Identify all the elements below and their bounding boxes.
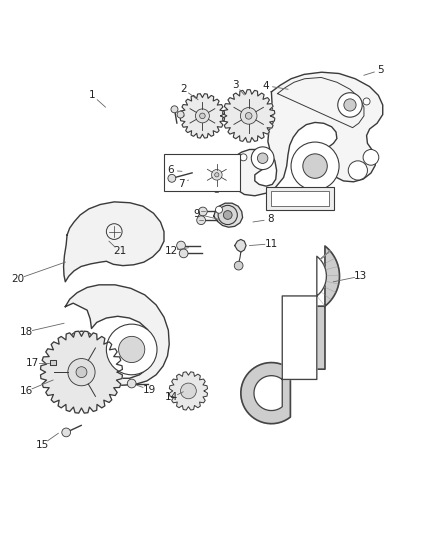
Circle shape xyxy=(303,154,327,179)
Circle shape xyxy=(363,149,379,165)
Polygon shape xyxy=(214,203,243,227)
Text: 18: 18 xyxy=(19,327,33,337)
Circle shape xyxy=(240,154,247,161)
Polygon shape xyxy=(254,256,326,410)
Polygon shape xyxy=(235,239,246,252)
Circle shape xyxy=(177,111,184,118)
Circle shape xyxy=(195,109,209,123)
Polygon shape xyxy=(223,90,275,142)
Text: 13: 13 xyxy=(354,271,367,281)
Circle shape xyxy=(127,379,136,388)
Circle shape xyxy=(344,99,356,111)
Circle shape xyxy=(240,108,257,124)
Circle shape xyxy=(180,383,196,399)
Circle shape xyxy=(179,249,188,258)
Circle shape xyxy=(348,161,367,180)
Circle shape xyxy=(245,112,252,119)
Circle shape xyxy=(200,113,205,119)
Polygon shape xyxy=(228,72,383,196)
Text: 15: 15 xyxy=(35,440,49,450)
Circle shape xyxy=(197,216,205,224)
Polygon shape xyxy=(200,157,234,192)
Text: 4: 4 xyxy=(263,80,269,91)
FancyBboxPatch shape xyxy=(164,154,240,191)
Text: 8: 8 xyxy=(267,214,274,224)
Circle shape xyxy=(168,174,176,182)
Bar xyxy=(266,187,334,210)
Bar xyxy=(271,191,329,206)
Polygon shape xyxy=(58,285,169,385)
Polygon shape xyxy=(241,246,339,424)
Text: 14: 14 xyxy=(165,392,178,402)
Text: 19: 19 xyxy=(142,385,156,394)
Circle shape xyxy=(258,153,268,164)
Circle shape xyxy=(68,359,95,386)
Polygon shape xyxy=(41,331,122,413)
Text: 6: 6 xyxy=(168,165,174,175)
Circle shape xyxy=(234,261,243,270)
Circle shape xyxy=(198,207,207,216)
Circle shape xyxy=(291,142,339,190)
Circle shape xyxy=(76,367,87,377)
Text: 20: 20 xyxy=(11,274,25,284)
Text: 5: 5 xyxy=(377,65,384,75)
Circle shape xyxy=(177,241,185,250)
Text: 7: 7 xyxy=(179,179,185,189)
Circle shape xyxy=(363,98,370,105)
Text: 17: 17 xyxy=(25,358,39,368)
Circle shape xyxy=(62,428,71,437)
Polygon shape xyxy=(180,94,225,138)
Circle shape xyxy=(171,106,178,113)
Text: 2: 2 xyxy=(180,84,187,94)
Text: 16: 16 xyxy=(19,386,33,397)
Polygon shape xyxy=(170,372,208,410)
Circle shape xyxy=(338,93,362,117)
Text: 21: 21 xyxy=(113,246,126,256)
Text: 9: 9 xyxy=(194,209,201,219)
Circle shape xyxy=(215,173,219,177)
Circle shape xyxy=(212,169,222,180)
Text: 11: 11 xyxy=(265,239,278,249)
Circle shape xyxy=(119,336,145,362)
Circle shape xyxy=(215,206,223,213)
Text: 3: 3 xyxy=(232,80,239,90)
Circle shape xyxy=(251,147,274,169)
Circle shape xyxy=(218,205,237,224)
Text: 1: 1 xyxy=(89,91,95,100)
Circle shape xyxy=(106,324,157,375)
Polygon shape xyxy=(64,202,164,282)
Text: 12: 12 xyxy=(164,246,177,256)
Circle shape xyxy=(223,211,232,220)
Polygon shape xyxy=(49,360,56,365)
